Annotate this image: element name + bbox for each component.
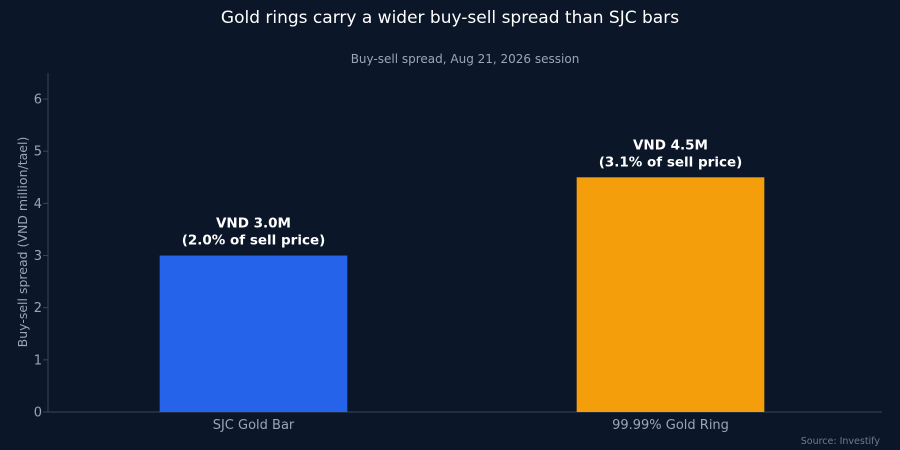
y-tick-label: 1 bbox=[34, 353, 42, 368]
bar-data-label: (2.0% of sell price) bbox=[182, 233, 326, 249]
chart-subtitle: Buy-sell spread, Aug 21, 2026 session bbox=[351, 52, 580, 66]
y-tick-label: 6 bbox=[34, 93, 42, 108]
bar-sjc-gold-bar bbox=[159, 255, 348, 412]
x-tick-label: SJC Gold Bar bbox=[213, 418, 295, 433]
y-axis-label: Buy-sell spread (VND million/tael) bbox=[15, 137, 30, 348]
x-tick-label: 99.99% Gold Ring bbox=[612, 418, 729, 433]
y-tick-label: 5 bbox=[34, 145, 42, 160]
source-note: Source: Investify bbox=[801, 436, 881, 447]
y-tick-label: 3 bbox=[34, 249, 42, 264]
y-tick-label: 2 bbox=[34, 301, 42, 316]
bar-data-label: VND 4.5M bbox=[633, 137, 708, 153]
y-tick-label: 0 bbox=[34, 406, 42, 421]
data-labels: VND 3.0M(2.0% of sell price) VND 4.5M(3.1… bbox=[182, 137, 743, 248]
bars bbox=[159, 177, 765, 412]
bar-data-label: VND 3.0M bbox=[216, 216, 291, 232]
chart-title: Gold rings carry a wider buy-sell spread… bbox=[221, 8, 679, 28]
bar-data-label: (3.1% of sell price) bbox=[599, 154, 743, 170]
bar-gold-ring bbox=[576, 177, 765, 412]
y-tick-label: 4 bbox=[34, 197, 42, 212]
